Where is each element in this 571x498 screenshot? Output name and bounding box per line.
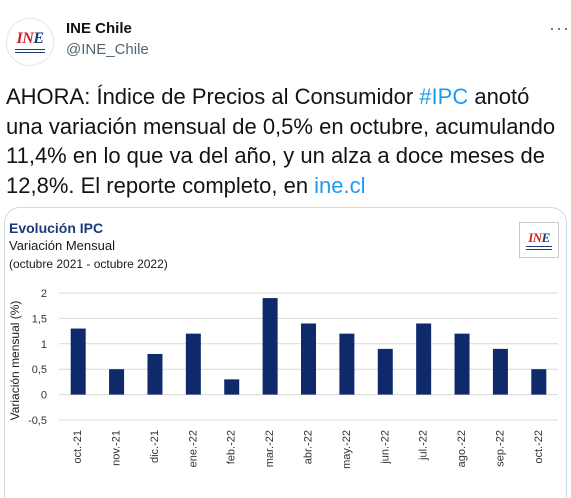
bar [454,333,470,395]
y-tick-label: -0,5 [28,415,47,427]
bar [70,328,86,395]
x-tick-label: jul.-22 [418,430,430,461]
chart-image-card[interactable]: 2 1,5 1 0,5 0 -0,5 Variación mensual (%) oct.-2… [4,207,567,498]
x-tick-label: oct.-21 [72,430,84,464]
y-axis-label: Variación mensual (%) [8,301,22,421]
bar [531,369,547,395]
bar [492,348,508,395]
x-tick-label: ene.-22 [187,430,199,467]
bar [301,323,316,395]
y-tick-label: 1 [41,339,47,351]
x-tick-label: jun.-22 [379,430,391,465]
y-tick-label: 0 [41,390,47,402]
bar [147,353,163,395]
y-tick-label: 0,5 [32,364,47,376]
bar [416,323,432,395]
bar [377,348,393,395]
bar [262,298,278,395]
x-tick-label: nov.-21 [111,430,123,466]
hashtag-link[interactable]: #IPC [419,84,469,109]
ine-logo-icon: INE [528,229,550,245]
x-tick-label: oct.-22 [533,430,545,464]
website-link[interactable]: ine.cl [314,172,366,198]
x-tick-label: abr.-22 [303,430,315,464]
bar [339,333,355,395]
x-tick-label: mar.-22 [264,430,276,467]
ine-logo-icon: INE [16,30,44,47]
chart-title: Evolución IPC [9,220,104,236]
x-tick-label: ago.-22 [456,430,468,467]
x-tick-label: feb.-22 [226,430,238,464]
account-handle[interactable]: @INE_Chile [66,41,149,58]
chart: 2 1,5 1 0,5 0 -0,5 Variación mensual (%) oct.-2… [8,288,558,469]
logo-underline [526,245,552,250]
y-tick-label: 2 [41,288,47,300]
chart-period: (octubre 2021 - octubre 2022) [9,257,168,271]
tweet-text-before: AHORA: Índice de Precios al Consumidor [6,84,420,109]
x-tick-label: may.-22 [341,430,353,469]
account-name[interactable]: INE Chile [66,20,132,37]
bar [185,333,201,395]
chart-logo: INE [519,222,559,258]
bar [224,379,240,395]
y-tick-label: 1,5 [32,313,47,325]
tweet-text-middle: anotó una variación mensual de 0,5% en o… [6,84,556,198]
more-icon[interactable]: ··· [549,18,570,38]
x-tick-label: sep.-22 [494,430,506,467]
bar [109,369,125,395]
chart-subtitle: Variación Mensual [9,238,115,253]
logo-underline [15,49,45,53]
avatar[interactable]: INE [6,18,54,66]
tweet-text: AHORA: Índice de Precios al Consumidor #… [6,82,566,200]
x-tick-label: dic.-21 [149,430,161,463]
